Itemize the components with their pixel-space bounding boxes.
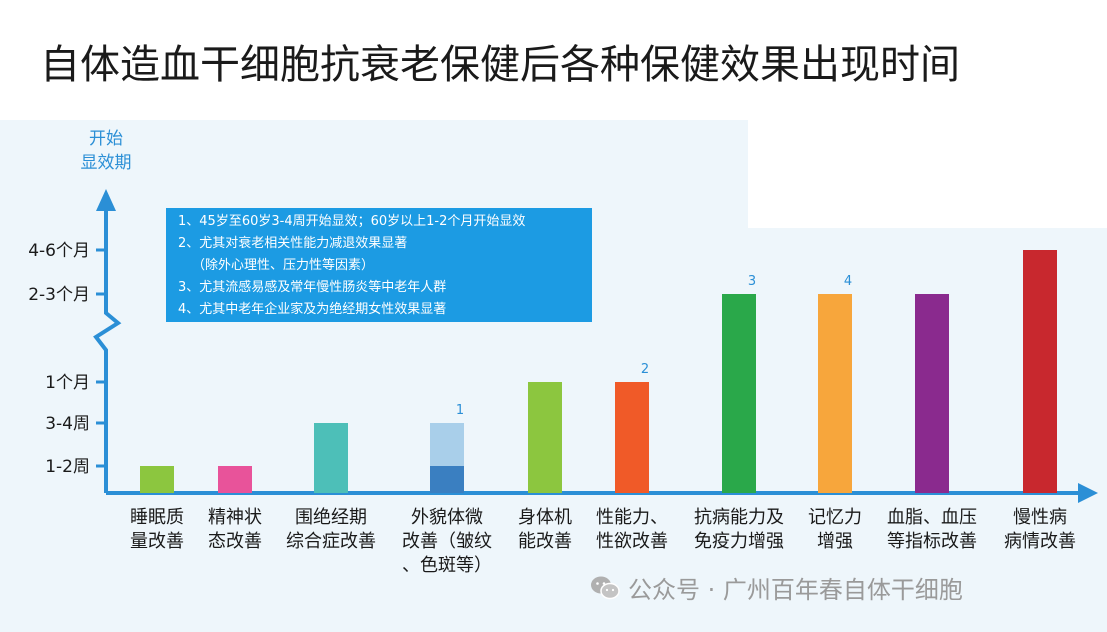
x-category-label: 抗病能力及 bbox=[694, 507, 784, 528]
bar bbox=[818, 294, 852, 493]
x-category-label: 性能力、 bbox=[596, 507, 668, 528]
x-category-label: 血脂、血压 bbox=[887, 507, 977, 528]
x-category-label: 病情改善 bbox=[1004, 531, 1076, 552]
bar-annotation: 1 bbox=[456, 403, 464, 418]
x-category-label: 能改善 bbox=[518, 531, 572, 552]
note-line: 2、尤其对衰老相关性能力减退效果显著 bbox=[178, 236, 408, 251]
y-tick-label: 3-4周 bbox=[45, 414, 90, 434]
x-category-label: 综合症改善 bbox=[286, 531, 376, 552]
x-category-label: 睡眠质 bbox=[130, 507, 184, 528]
x-axis-arrow bbox=[1078, 483, 1098, 503]
note-line: （除外心理性、压力性等因素） bbox=[192, 258, 375, 273]
x-category-label: 记忆力 bbox=[808, 507, 862, 528]
x-category-label: 态改善 bbox=[208, 531, 262, 552]
notes-box: 1、45岁至60岁3-4周开始显效；60岁以上1-2个月开始显效 2、尤其对衰老… bbox=[166, 208, 592, 322]
watermark: 公众号 · 广州百年春自体干细胞 bbox=[590, 570, 963, 605]
x-category-label: 免疫力增强 bbox=[694, 531, 784, 552]
x-category-label: 、色斑等） bbox=[402, 555, 492, 576]
x-category-label: 围绝经期 bbox=[295, 507, 367, 528]
y-axis bbox=[93, 209, 122, 493]
watermark-text: 公众号 · 广州百年春自体干细胞 bbox=[628, 576, 963, 604]
y-tick-label: 1个月 bbox=[45, 373, 90, 393]
x-category-label: 改善（皱纹 bbox=[402, 531, 492, 552]
y-axis-arrow bbox=[96, 189, 116, 211]
bar bbox=[528, 382, 562, 493]
wechat-icon bbox=[591, 576, 620, 599]
bar bbox=[915, 294, 949, 493]
chart-background-corner bbox=[748, 120, 1107, 228]
x-category-label: 等指标改善 bbox=[887, 531, 977, 552]
y-tick-label: 2-3个月 bbox=[28, 285, 90, 305]
x-category-label: 外貌体微 bbox=[411, 507, 483, 528]
bar-annotation: 3 bbox=[748, 274, 756, 289]
note-line: 3、尤其流感易感及常年慢性肠炎等中老年人群 bbox=[178, 280, 447, 295]
y-axis-label: 开始 bbox=[89, 129, 123, 149]
note-line: 1、45岁至60岁3-4周开始显效；60岁以上1-2个月开始显效 bbox=[178, 214, 526, 229]
bar bbox=[218, 466, 252, 493]
bar bbox=[615, 382, 649, 493]
y-axis-label: 显效期 bbox=[81, 153, 132, 173]
x-category-label: 量改善 bbox=[130, 531, 184, 552]
bar-annotation: 4 bbox=[844, 274, 852, 289]
page-title: 自体造血干细胞抗衰老保健后各种保健效果出现时间 bbox=[40, 42, 960, 88]
bar-base-segment bbox=[430, 466, 464, 493]
x-category-label: 增强 bbox=[817, 531, 853, 552]
y-tick-label: 4-6个月 bbox=[28, 241, 90, 261]
x-category-label: 精神状 bbox=[208, 507, 262, 528]
bar bbox=[430, 423, 464, 466]
bar bbox=[140, 466, 174, 493]
bar-annotation: 2 bbox=[641, 362, 649, 377]
bar bbox=[314, 423, 348, 493]
x-category-label: 慢性病 bbox=[1013, 507, 1067, 528]
bar bbox=[722, 294, 756, 493]
note-line: 4、尤其中老年企业家及为绝经期女性效果显著 bbox=[178, 302, 447, 317]
x-category-label: 性欲改善 bbox=[596, 531, 668, 552]
x-category-label: 身体机 bbox=[518, 507, 572, 528]
y-tick-label: 1-2周 bbox=[45, 457, 90, 477]
bar bbox=[1023, 250, 1057, 493]
